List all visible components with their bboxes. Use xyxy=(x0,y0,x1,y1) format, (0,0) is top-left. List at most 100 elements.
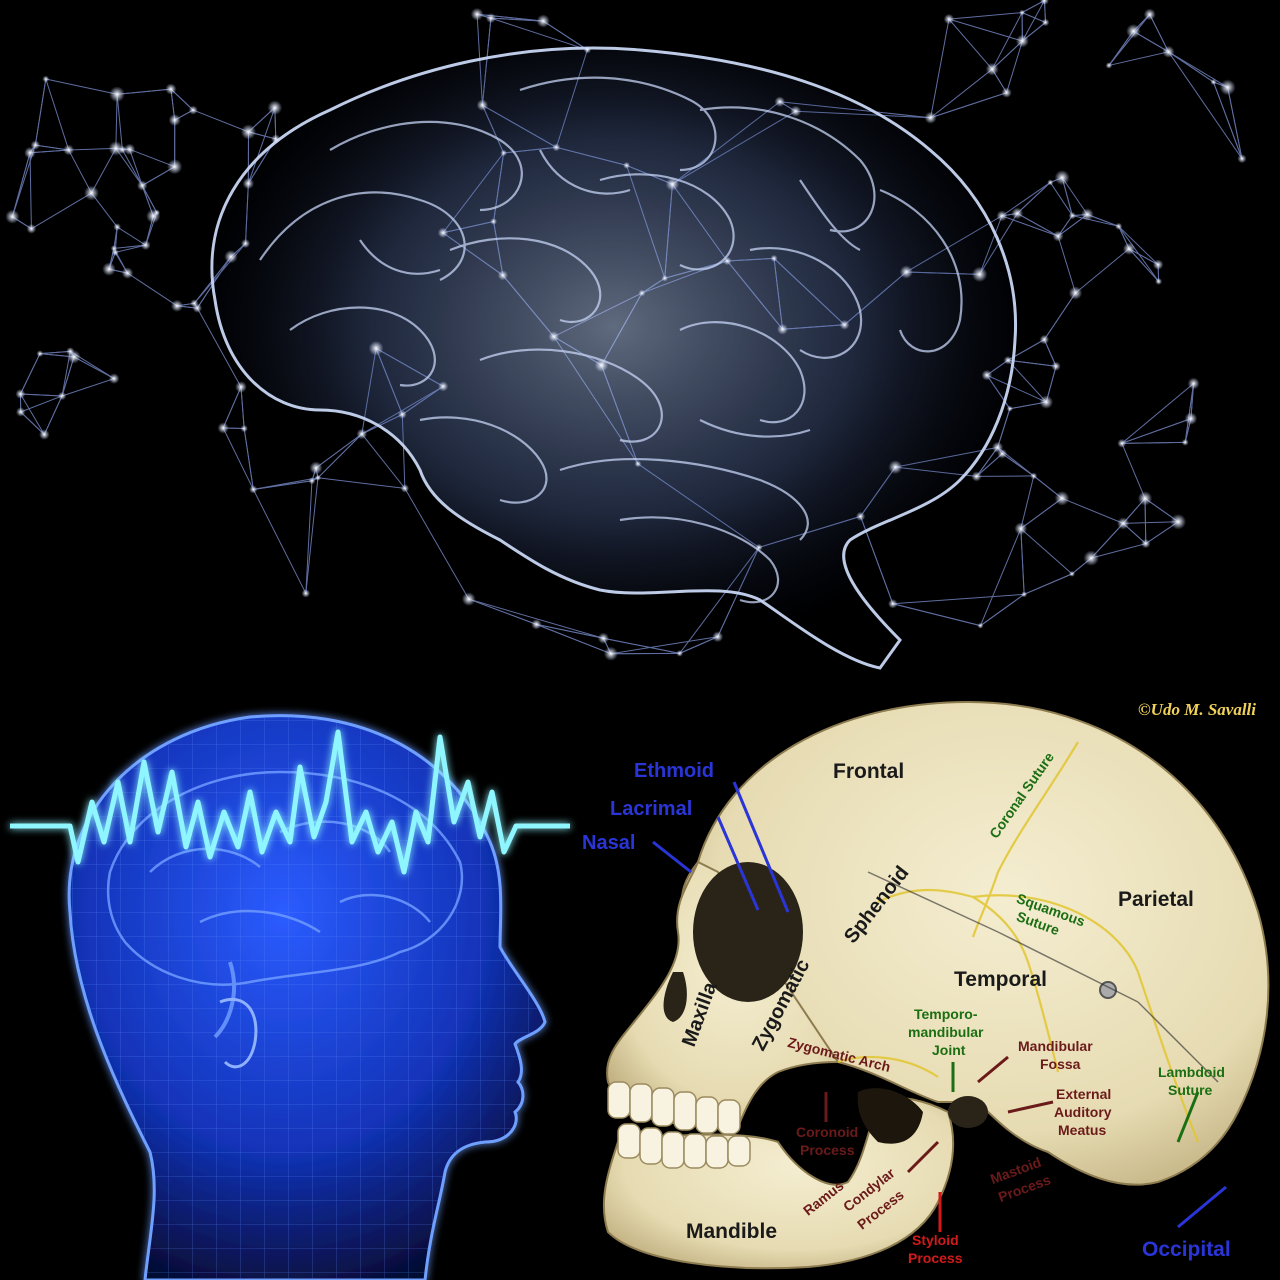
network-line xyxy=(1020,497,1063,530)
network-line xyxy=(1021,12,1046,23)
network-node xyxy=(1014,522,1028,536)
ethmoid-arrow xyxy=(732,781,790,913)
network-line xyxy=(305,477,319,594)
label-lambdoid-2: Suture xyxy=(1168,1082,1213,1098)
network-node xyxy=(594,358,609,373)
network-node xyxy=(1137,491,1153,506)
lacrimal-arrow xyxy=(716,816,760,911)
network-node xyxy=(977,622,984,629)
label-parietal: Parietal xyxy=(1118,888,1194,911)
network-node xyxy=(249,485,258,494)
network-line xyxy=(35,144,69,151)
network-line xyxy=(68,147,116,151)
network-line xyxy=(468,598,604,639)
network-node xyxy=(1152,259,1164,270)
label-coronoid-2: Process xyxy=(800,1142,855,1158)
network-node xyxy=(137,180,148,191)
label-ethmoid: Ethmoid xyxy=(634,760,714,782)
network-node xyxy=(597,632,610,644)
network-line xyxy=(1006,40,1023,93)
eam-arrow xyxy=(1007,1100,1054,1114)
network-node xyxy=(110,245,118,252)
label-lambdoid-1: Lambdoid xyxy=(1158,1064,1225,1080)
network-node xyxy=(235,381,247,393)
network-node xyxy=(437,227,449,238)
network-node xyxy=(461,592,476,606)
network-node xyxy=(1039,334,1050,345)
network-node xyxy=(1181,438,1189,446)
lambdoid-arrow xyxy=(1176,1091,1200,1143)
label-tmj-2: mandibular xyxy=(908,1024,984,1040)
network-node xyxy=(552,143,561,152)
network-node xyxy=(1115,222,1123,230)
network-node xyxy=(271,134,281,144)
network-node xyxy=(24,146,36,159)
network-line xyxy=(243,428,254,490)
skull-screw xyxy=(1099,981,1117,999)
network-line xyxy=(1090,523,1124,559)
network-line xyxy=(603,637,680,654)
network-node xyxy=(899,265,913,279)
label-occipital: Occipital xyxy=(1142,1238,1231,1261)
network-node xyxy=(1001,87,1012,98)
network-node xyxy=(623,161,631,169)
label-mandibular-fossa-2: Fossa xyxy=(1040,1056,1081,1072)
network-line xyxy=(43,395,63,435)
network-node xyxy=(153,209,161,216)
network-line xyxy=(117,88,171,95)
network-line xyxy=(490,17,588,51)
network-line xyxy=(61,378,115,397)
label-tmj-1: Temporo- xyxy=(914,1006,978,1022)
network-node xyxy=(1047,179,1054,186)
network-node xyxy=(42,75,50,83)
network-line xyxy=(19,393,45,435)
network-line xyxy=(116,94,123,150)
label-arrows xyxy=(652,781,1227,1232)
network-node xyxy=(1162,45,1175,58)
network-node xyxy=(1030,472,1038,480)
network-node xyxy=(634,460,642,468)
network-node xyxy=(57,391,67,401)
network-line xyxy=(1021,0,1045,42)
network-line xyxy=(222,427,254,490)
skull-diagram-panel: ©Udo M. Savalli Frontal Parietal Tempora… xyxy=(578,672,1280,1280)
network-line xyxy=(305,480,313,594)
network-node xyxy=(855,511,866,522)
network-line xyxy=(1118,225,1159,266)
network-line xyxy=(980,593,1025,627)
mandibular-notch xyxy=(857,1088,923,1144)
network-line xyxy=(1075,248,1130,294)
network-line xyxy=(976,453,1003,477)
network-node xyxy=(755,543,763,552)
network-line xyxy=(1128,248,1159,282)
network-node xyxy=(113,223,121,231)
network-line xyxy=(679,636,718,654)
network-node xyxy=(971,471,982,482)
network-line xyxy=(1043,292,1076,340)
network-line xyxy=(1123,521,1179,524)
network-node xyxy=(167,159,183,175)
network-node xyxy=(240,424,248,433)
network-node xyxy=(1083,550,1099,566)
network-line xyxy=(20,395,63,413)
network-line xyxy=(930,19,950,118)
condylar-arrow xyxy=(906,1140,940,1174)
label-mandibular-fossa-1: Mandibular xyxy=(1018,1038,1093,1054)
network-node xyxy=(190,299,199,308)
network-line xyxy=(1072,215,1119,227)
network-node xyxy=(66,347,75,356)
network-node xyxy=(36,350,44,358)
occipital-arrow xyxy=(1177,1185,1227,1229)
network-node xyxy=(661,274,669,282)
network-node xyxy=(308,477,316,485)
head-wireframe-mesh xyxy=(69,715,546,1280)
network-node xyxy=(1105,62,1113,69)
network-node xyxy=(1117,517,1130,530)
network-node xyxy=(1210,78,1217,86)
network-line xyxy=(193,109,249,133)
network-line xyxy=(991,12,1023,70)
network-line xyxy=(1016,182,1051,214)
network-line xyxy=(115,244,146,253)
brainwave-head-panel xyxy=(0,672,578,1280)
teeth xyxy=(607,1081,751,1169)
